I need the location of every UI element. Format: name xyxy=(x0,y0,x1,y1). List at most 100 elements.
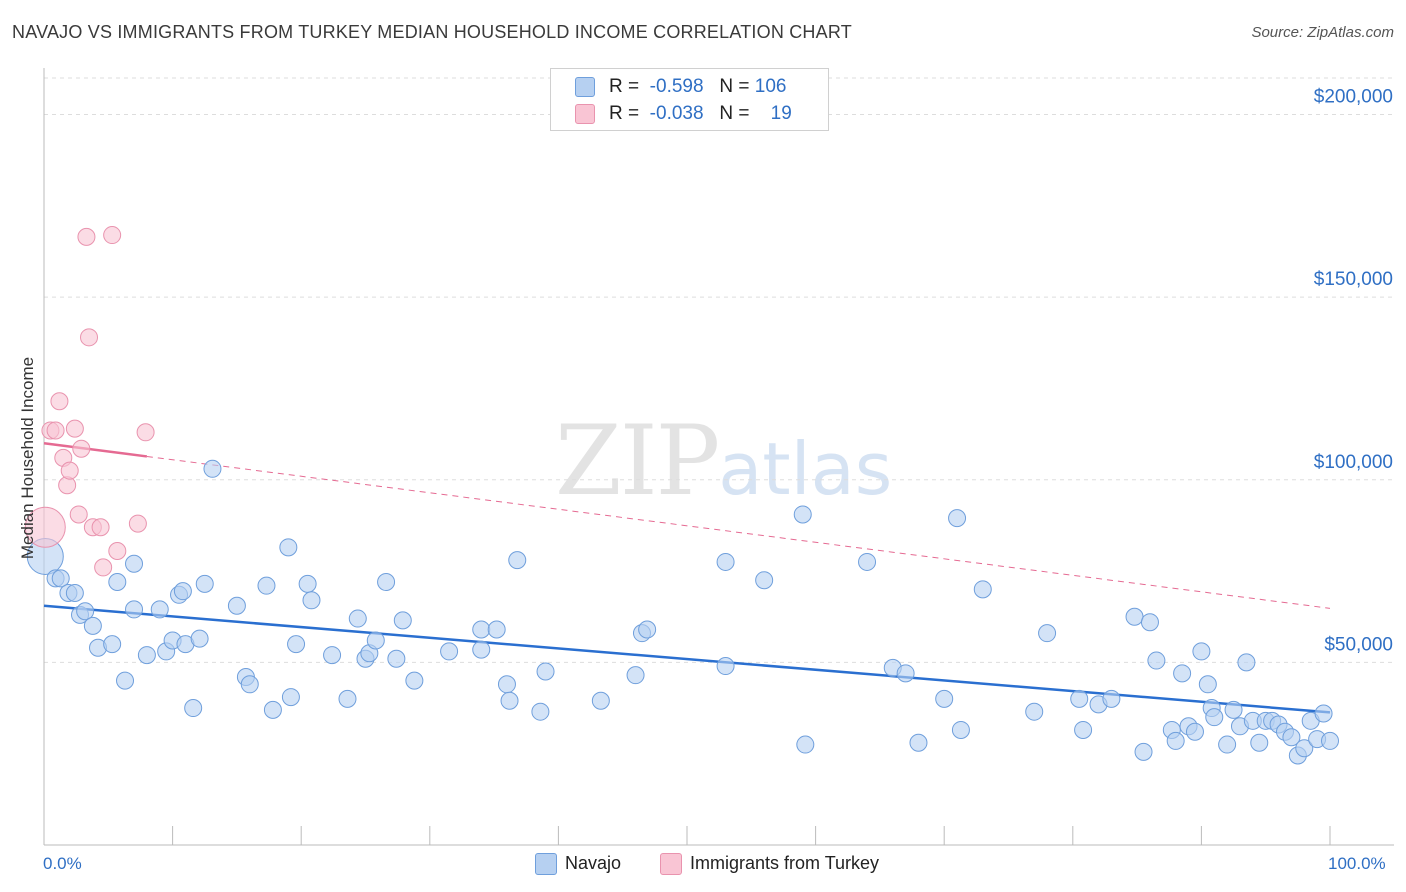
data-point-turkey xyxy=(58,476,77,495)
legend-r-label: R = xyxy=(609,76,640,97)
data-point-navajo xyxy=(716,657,735,676)
data-point-navajo xyxy=(377,573,396,592)
watermark-zip: ZIP xyxy=(555,405,720,517)
legend-n-label: N = xyxy=(719,76,750,97)
data-point-navajo xyxy=(1205,708,1224,727)
legend-swatch-navajo xyxy=(575,77,595,97)
data-point-navajo xyxy=(1250,733,1269,752)
data-point-navajo xyxy=(1074,720,1093,739)
data-point-navajo xyxy=(1314,704,1333,723)
data-point-navajo xyxy=(1295,739,1314,758)
data-point-navajo xyxy=(116,671,135,690)
data-point-navajo xyxy=(1038,624,1057,643)
data-point-navajo xyxy=(896,664,915,683)
data-point-navajo xyxy=(755,571,774,590)
legend-r-label: R = xyxy=(609,103,640,124)
y-axis-label: Median Household Income xyxy=(18,356,37,560)
data-point-navajo xyxy=(1147,651,1166,670)
data-point-navajo xyxy=(638,620,657,639)
data-point-navajo xyxy=(793,505,812,524)
data-point-navajo xyxy=(240,675,259,694)
data-point-navajo xyxy=(1282,728,1301,747)
data-point-turkey xyxy=(60,461,79,480)
legend-n-value: 106 xyxy=(754,76,787,97)
trend-line-turkey-dashed xyxy=(146,455,1331,609)
x-tick-label-min: 0.0% xyxy=(43,854,82,873)
data-point-navajo xyxy=(195,574,214,593)
bottom-legend-label-turkey: Immigrants from Turkey xyxy=(690,853,880,873)
data-point-navajo xyxy=(287,635,306,654)
legend-n-label: N = xyxy=(719,103,750,124)
data-point-navajo xyxy=(150,600,169,619)
legend-n-value: 19 xyxy=(770,103,792,124)
data-point-navajo xyxy=(973,580,992,599)
data-point-turkey xyxy=(72,439,91,458)
data-point-turkey xyxy=(69,505,88,524)
y-tick-label: $50,000 xyxy=(1324,634,1393,655)
data-point-navajo xyxy=(227,596,246,615)
data-point-navajo xyxy=(257,576,276,595)
data-point-navajo xyxy=(1025,702,1044,721)
y-tick-label: $100,000 xyxy=(1314,452,1393,473)
data-point-navajo xyxy=(536,662,555,681)
data-point-navajo xyxy=(302,591,321,610)
data-point-turkey xyxy=(108,541,127,560)
data-point-turkey xyxy=(77,227,96,246)
data-point-turkey xyxy=(91,518,110,537)
data-point-navajo xyxy=(83,616,102,635)
data-point-navajo xyxy=(65,583,84,602)
source-credit: Source: ZipAtlas.com xyxy=(1251,24,1394,41)
data-point-navajo xyxy=(909,733,928,752)
data-point-navajo xyxy=(1102,689,1121,708)
watermark: ZIPatlas xyxy=(555,405,892,517)
data-point-navajo xyxy=(1198,675,1217,694)
data-point-turkey xyxy=(65,419,84,438)
data-point-turkey xyxy=(136,423,155,442)
data-point-navajo xyxy=(1224,700,1243,719)
data-point-navajo xyxy=(1125,607,1144,626)
data-point-navajo xyxy=(298,574,317,593)
data-point-navajo xyxy=(393,611,412,630)
legend-r-value: -0.038 xyxy=(649,103,704,124)
data-point-navajo xyxy=(1140,613,1159,632)
data-point-navajo xyxy=(500,691,519,710)
data-point-navajo xyxy=(1185,722,1204,741)
data-point-navajo xyxy=(203,459,222,478)
data-point-navajo xyxy=(1218,735,1237,754)
data-point-navajo xyxy=(440,642,459,661)
data-point-navajo xyxy=(1192,642,1211,661)
data-point-navajo xyxy=(125,600,144,619)
data-point-navajo xyxy=(531,702,550,721)
data-point-turkey xyxy=(46,421,65,440)
y-tick-label: $200,000 xyxy=(1314,87,1393,108)
data-point-navajo xyxy=(591,691,610,710)
data-point-navajo xyxy=(472,620,491,639)
data-point-navajo xyxy=(487,620,506,639)
data-point-navajo xyxy=(935,689,954,708)
y-tick-label: $150,000 xyxy=(1314,269,1393,290)
data-point-navajo xyxy=(716,552,735,571)
data-point-navajo xyxy=(279,538,298,557)
data-point-navajo xyxy=(103,635,122,654)
data-point-turkey xyxy=(94,558,113,577)
data-point-navajo xyxy=(76,602,95,621)
watermark-atlas: atlas xyxy=(718,427,893,511)
data-point-navajo xyxy=(137,646,156,665)
bottom-legend-swatch-turkey xyxy=(660,853,682,875)
data-point-navajo xyxy=(125,554,144,573)
data-point-navajo xyxy=(173,582,192,601)
data-point-navajo xyxy=(405,671,424,690)
data-point-navajo xyxy=(281,688,300,707)
bottom-legend-swatch-navajo xyxy=(535,853,557,875)
data-point-navajo xyxy=(796,735,815,754)
data-point-navajo xyxy=(1166,731,1185,750)
data-point-navajo xyxy=(184,699,203,718)
data-point-navajo xyxy=(1134,742,1153,761)
data-point-navajo xyxy=(51,569,70,588)
data-point-turkey xyxy=(80,328,99,347)
trend-line-turkey-solid xyxy=(43,441,148,458)
data-point-navajo xyxy=(366,631,385,650)
legend-swatch-turkey xyxy=(575,104,595,124)
chart-title: NAVAJO VS IMMIGRANTS FROM TURKEY MEDIAN … xyxy=(12,22,852,42)
data-point-navajo xyxy=(472,640,491,659)
